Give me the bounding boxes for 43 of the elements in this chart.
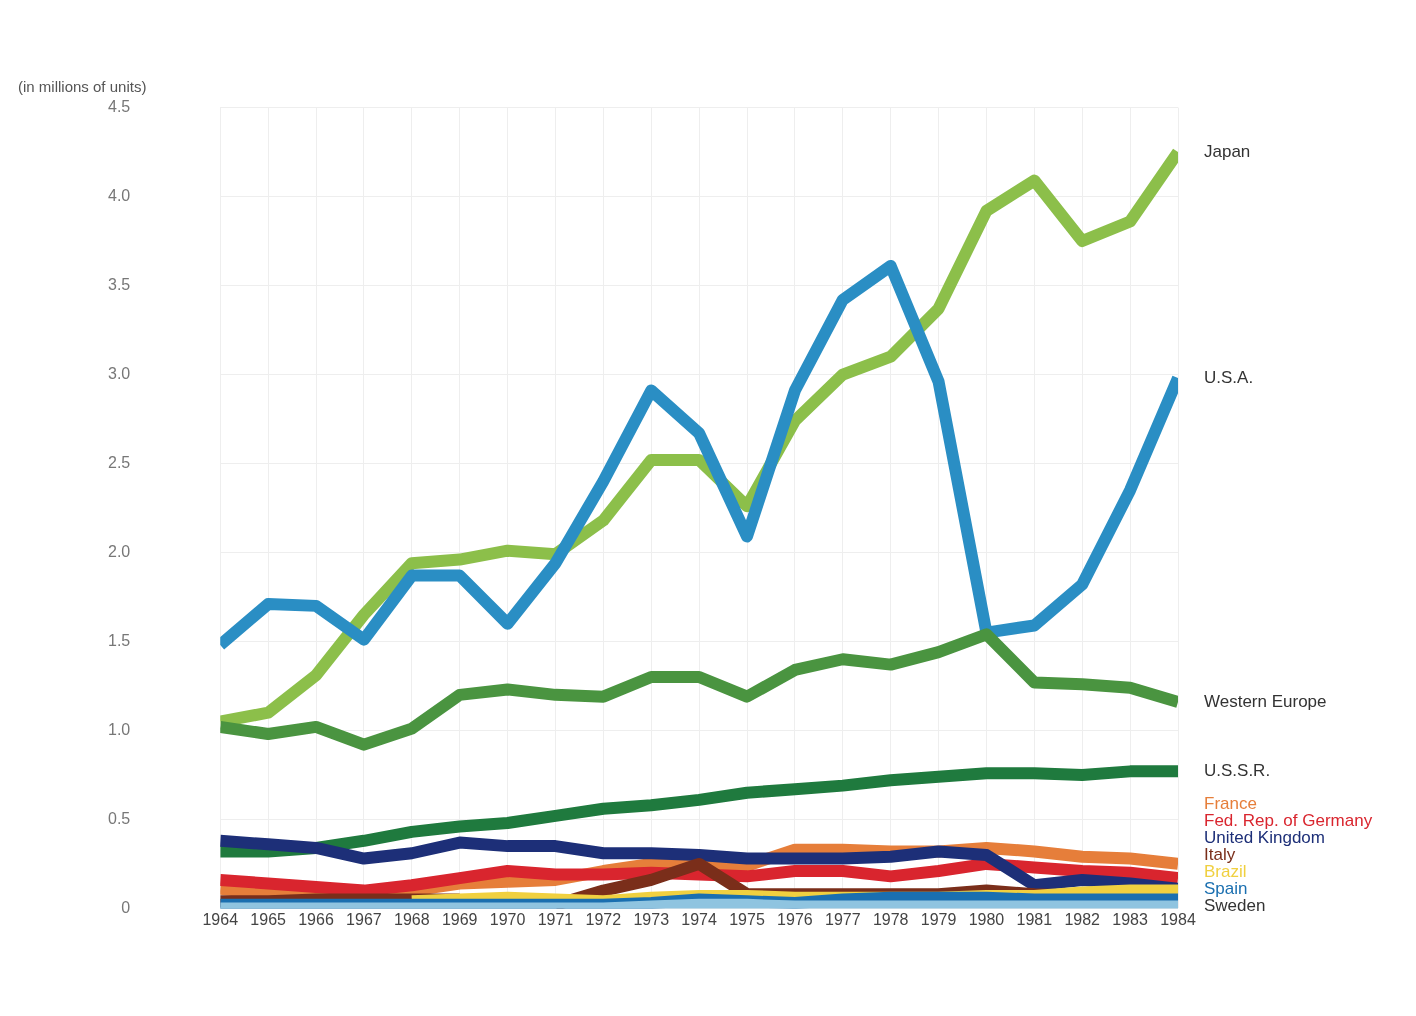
x-tick-label: 1984 bbox=[1160, 911, 1196, 929]
x-tick-label: 1967 bbox=[346, 911, 382, 929]
y-axis-title: (in millions of units) bbox=[18, 78, 147, 96]
series-label: Japan bbox=[1204, 141, 1251, 161]
series-label: U.S.S.R. bbox=[1204, 761, 1271, 781]
x-tick-label: 1973 bbox=[633, 911, 670, 929]
y-tick-label: 1.5 bbox=[107, 631, 131, 649]
x-tick-label: 1976 bbox=[777, 911, 813, 929]
text: France bbox=[1204, 794, 1257, 814]
y-tick-label: 4.5 bbox=[107, 98, 131, 116]
text: Italy bbox=[1204, 845, 1236, 865]
y-tick-label: 1.0 bbox=[107, 720, 131, 738]
x-tick-label: 1970 bbox=[489, 911, 526, 929]
y-tick-label: 0 bbox=[121, 898, 131, 916]
series-label: Sweden bbox=[1204, 896, 1266, 916]
series-label: Western Europe bbox=[1204, 691, 1327, 711]
x-tick-label: 1978 bbox=[872, 911, 909, 929]
x-tick-label: 1966 bbox=[298, 911, 334, 929]
x-tick-label: 1971 bbox=[537, 911, 574, 929]
series-label: U.S.A. bbox=[1204, 367, 1254, 387]
y-tick-label: 3.5 bbox=[107, 275, 131, 293]
y-tick-label: 2.5 bbox=[107, 453, 131, 471]
text: United Kingdom bbox=[1204, 828, 1325, 848]
y-tick-label: 2.0 bbox=[107, 542, 131, 560]
x-tick-label: 1979 bbox=[920, 911, 957, 929]
y-tick-label: 3.0 bbox=[107, 364, 131, 382]
x-tick-label: 1975 bbox=[729, 911, 765, 929]
x-tick-label: 1972 bbox=[585, 911, 622, 929]
x-tick-label: 1981 bbox=[1016, 911, 1053, 929]
x-tick-label: 1974 bbox=[681, 911, 718, 929]
x-tick-label: 1982 bbox=[1064, 911, 1101, 929]
x-tick-label: 1980 bbox=[968, 911, 1005, 929]
x-tick-label: 1965 bbox=[250, 911, 287, 929]
x-tick-label: 1977 bbox=[824, 911, 861, 929]
y-tick-label: 0.5 bbox=[107, 809, 131, 827]
text: Fed. Rep. of Germany bbox=[1204, 811, 1373, 831]
x-tick-label: 1968 bbox=[394, 911, 430, 929]
series-label: Brazil bbox=[1204, 862, 1247, 882]
x-tick-label: 1969 bbox=[441, 911, 478, 929]
y-tick-label: 4.0 bbox=[107, 186, 131, 204]
series-label: Spain bbox=[1204, 879, 1248, 899]
x-tick-label: 1964 bbox=[202, 911, 239, 929]
x-tick-label: 1983 bbox=[1112, 911, 1149, 929]
